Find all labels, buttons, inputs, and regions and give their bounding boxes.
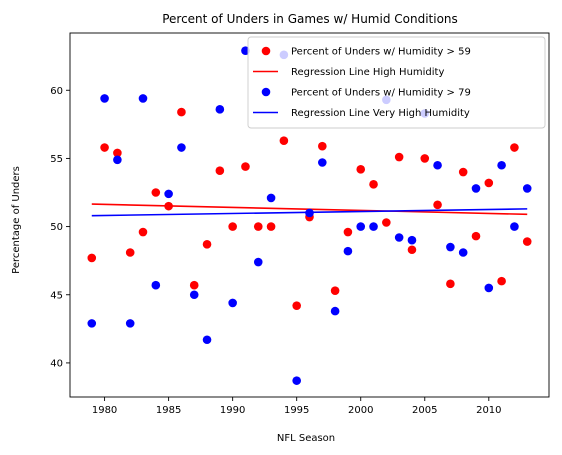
data-point: [330, 306, 340, 316]
data-point: [497, 276, 506, 286]
y-tick-label: 60: [50, 86, 63, 97]
data-point: [189, 280, 199, 290]
legend-entry-label: Percent of Unders w/ Humidity > 79: [291, 88, 471, 99]
data-point: [125, 248, 135, 257]
data-point: [113, 148, 122, 158]
data-point: [458, 248, 468, 257]
x-tick-label: 2005: [412, 405, 437, 416]
data-point: [407, 245, 417, 255]
data-point: [215, 166, 225, 175]
data-point: [471, 184, 481, 193]
y-tick-label: 50: [50, 222, 63, 233]
chart-title: Percent of Unders in Games w/ Humid Cond…: [162, 12, 458, 26]
data-point: [100, 143, 109, 152]
data-point: [87, 319, 97, 328]
data-point: [484, 283, 494, 293]
x-tick-label: 1980: [92, 405, 117, 416]
data-point: [113, 155, 122, 165]
series-4: [91, 208, 528, 217]
plot-area: 1980 1985 1990 1995 2000 2005 2010 40 45 50 55 60 Pe…: [50, 32, 550, 416]
data-point: [253, 222, 263, 231]
data-point: [292, 301, 301, 310]
legend-marker: [261, 87, 271, 97]
data-point: [343, 227, 353, 237]
legend-entry-label: Percent of Unders w/ Humidity > 59: [291, 47, 471, 58]
data-point: [100, 94, 109, 103]
data-point: [394, 152, 404, 162]
data-point: [202, 240, 212, 249]
regression-line: [91, 208, 528, 217]
legend-entry-label: Regression Line High Humidity: [291, 67, 444, 78]
x-tick-label: 1995: [284, 405, 309, 416]
data-point: [266, 222, 276, 231]
data-point: [522, 237, 532, 246]
data-point: [202, 335, 212, 345]
data-point: [228, 222, 237, 231]
data-point: [330, 286, 340, 295]
series-1: [87, 107, 532, 310]
data-point: [318, 141, 327, 151]
data-point: [369, 222, 378, 231]
data-point: [420, 154, 430, 163]
data-point: [292, 376, 301, 385]
data-point: [151, 280, 161, 290]
data-point: [510, 143, 519, 152]
legend-box: [247, 36, 546, 129]
data-point: [138, 227, 148, 237]
x-tick-label: 2010: [476, 405, 501, 416]
y-tick-label: 40: [50, 358, 63, 369]
data-point: [497, 160, 506, 170]
x-tick-label: 2000: [348, 405, 373, 416]
data-point: [125, 319, 135, 328]
data-point: [177, 107, 186, 117]
data-point: [484, 178, 494, 188]
data-point: [138, 94, 148, 103]
data-point: [433, 160, 442, 170]
data-point: [369, 180, 378, 189]
legend: Percent of Unders w/ Humidity > 59 Regres…: [247, 36, 546, 129]
data-point: [522, 184, 532, 193]
data-point: [446, 279, 455, 289]
data-point: [87, 253, 97, 263]
legend-marker: [261, 46, 271, 56]
legend-entry-label: Regression Line Very High Humidity: [291, 108, 470, 119]
x-tick-label: 1990: [220, 405, 245, 416]
y-axis-label: Percentage of Unders: [11, 166, 22, 274]
data-point: [279, 136, 289, 145]
data-point: [177, 143, 186, 152]
data-point: [458, 167, 468, 177]
y-tick-label: 55: [50, 154, 63, 165]
data-point: [356, 222, 366, 231]
data-point: [356, 165, 366, 174]
data-point: [510, 222, 519, 231]
data-point: [343, 246, 353, 256]
data-point: [394, 233, 404, 242]
data-point: [407, 235, 417, 245]
data-point: [151, 188, 161, 197]
data-point: [446, 242, 455, 252]
x-axis-label: NFL Season: [277, 433, 335, 444]
data-point: [189, 290, 199, 300]
data-point: [318, 158, 327, 167]
axes-frame: [69, 32, 550, 398]
data-point: [433, 200, 442, 210]
data-point: [382, 218, 391, 227]
y-tick-label: 45: [50, 290, 63, 301]
data-point: [215, 105, 225, 114]
data-point: [253, 257, 263, 267]
data-point: [266, 193, 276, 203]
x-tick-label: 1985: [156, 405, 181, 416]
data-point: [241, 162, 250, 171]
data-point: [228, 298, 237, 308]
data-point: [471, 231, 481, 241]
data-point: [164, 189, 173, 199]
